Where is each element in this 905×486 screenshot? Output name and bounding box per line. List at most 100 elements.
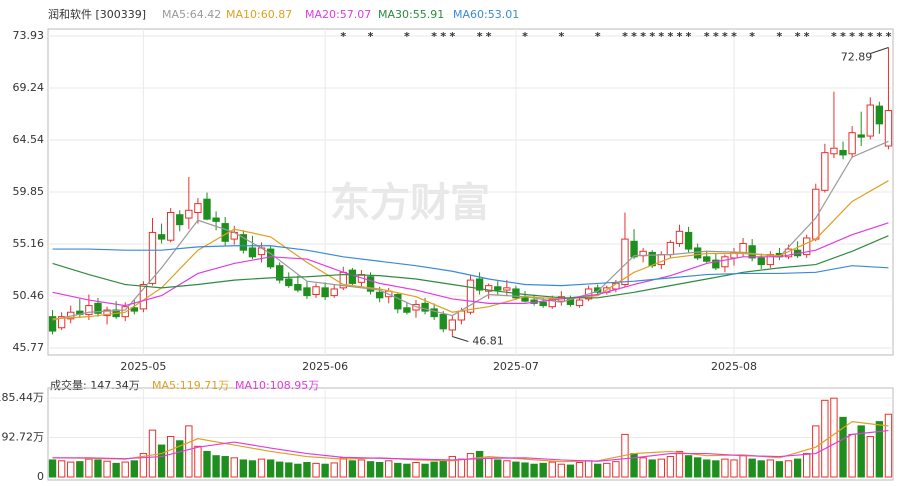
candle-body [657,254,665,266]
candle-body [103,309,111,317]
volume-bar [793,458,802,478]
legend-entry: MA20:57.07 [305,8,371,21]
event-marker: * [658,30,664,43]
candle-body [821,152,829,191]
volume-bar [194,445,202,478]
candle-body [57,316,66,329]
candle-body [466,279,475,313]
volume-bar [784,460,793,478]
volume-bar [648,459,656,478]
volume-bar [548,461,556,478]
y-tick-label: 55.16 [13,237,45,250]
ma-line [52,245,889,287]
event-marker: * [631,30,637,43]
volume-bar [839,416,847,478]
volume-bar [248,460,257,478]
y-tick-label: 92.72万 [2,430,45,443]
event-marker: * [795,30,801,43]
watermark: 东方财富 [330,180,490,226]
candle-body [85,305,93,315]
volume-bar [148,429,157,478]
volume-bar [221,456,229,478]
candle-body [312,286,320,295]
candle-body [875,105,884,125]
candle-body [703,256,711,262]
volume-bar [303,462,311,478]
legend-entry: MA5:64.42 [162,8,221,21]
event-marker: * [558,30,564,43]
volume-bar [539,462,547,478]
volume-bar [348,460,357,478]
event-marker: * [640,30,646,43]
event-marker: * [858,30,864,43]
volume-bar [266,459,275,478]
volume-bar [884,413,893,478]
volume-bar [103,460,111,478]
x-tick-label: 2025-08 [711,360,757,373]
volume-bar [403,463,411,478]
volume-bar [394,462,402,478]
volume-bar [530,463,538,478]
volume-bar [357,459,366,478]
event-marker: * [622,30,628,43]
y-tick-label: 69.24 [13,81,45,94]
event-marker: * [668,30,674,43]
volume-bar [848,433,856,478]
event-marker: * [704,30,710,43]
volume-bar [94,459,102,478]
event-marker: * [477,30,483,43]
event-marker: * [804,30,810,43]
event-marker: * [713,30,719,43]
event-marker: * [867,30,873,43]
event-marker: * [849,30,855,43]
candle-body [348,269,357,284]
event-marker: * [831,30,837,43]
candle-body [439,313,447,330]
event-marker: * [595,30,601,43]
ma-line [52,140,889,321]
volume-bar [566,464,575,478]
volume-bar [612,461,620,478]
volume-bar [375,462,384,478]
candle-body [748,245,756,259]
volume-bar [875,421,884,478]
candle-body [866,104,874,137]
candle-body [830,147,838,155]
event-marker: * [368,30,374,43]
volume-bar [657,458,665,478]
event-marker: * [731,30,737,43]
event-marker: * [677,30,683,43]
volume-bar [730,459,738,478]
candle-body [721,256,729,268]
candle-body [276,265,284,281]
volume-bar [257,458,266,478]
candle-body [430,308,438,318]
volume-bar [766,459,775,478]
volume-bar [312,462,320,478]
volume-bar [457,458,466,478]
candle-body [494,286,502,291]
volume-bar [775,461,784,478]
event-marker: * [522,30,528,43]
candle-body [403,307,411,313]
candle-body [185,209,193,219]
event-marker: * [777,30,783,43]
volume-bar [703,459,711,478]
ma-line [52,180,889,320]
candle-body [594,287,602,293]
event-marker: * [722,30,728,43]
volume-bar [594,463,602,478]
volume-bar [121,461,129,478]
candle-body [176,214,184,226]
y-tick-label: 50.46 [13,289,45,302]
volume-bar [557,463,566,478]
candle-body [857,134,865,138]
volume-bar [503,460,511,478]
y-tick-label: 0 [37,470,44,483]
candle-body [884,110,893,147]
event-marker: * [886,30,892,43]
candle-body [503,287,511,291]
candle-body [848,132,856,155]
event-marker: * [686,30,692,43]
candle-body [484,285,493,292]
